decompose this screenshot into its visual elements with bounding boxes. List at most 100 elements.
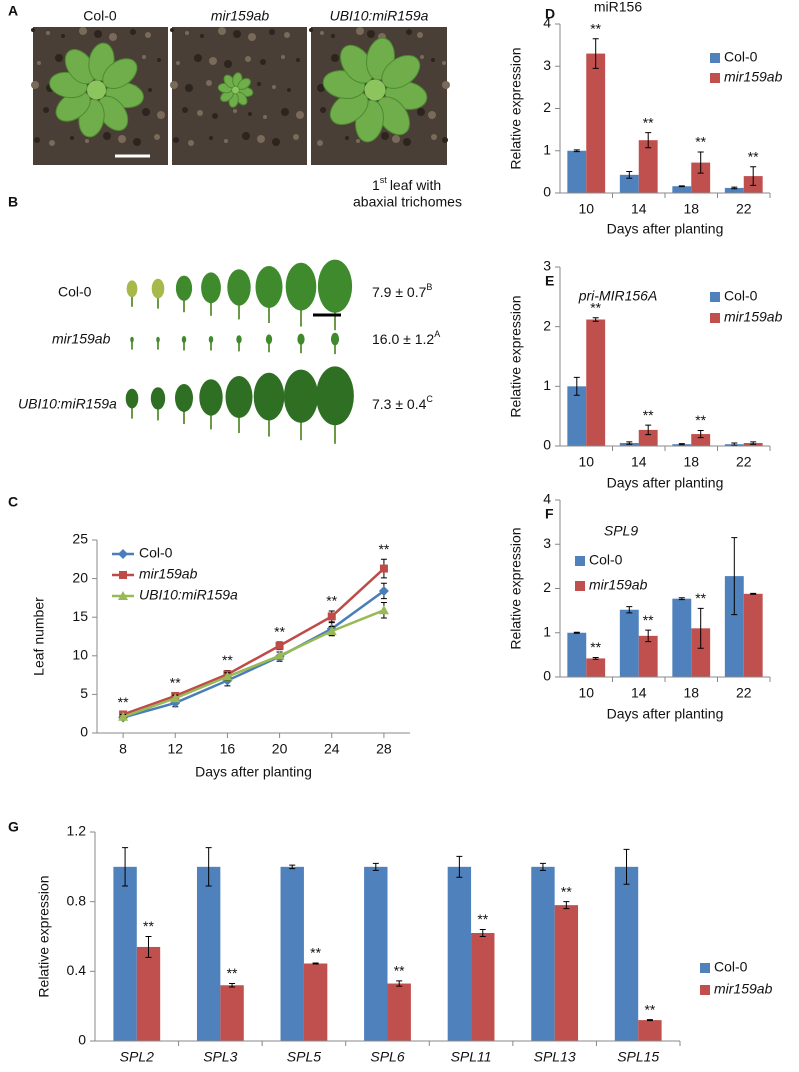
y-tick-label: 4	[543, 491, 551, 507]
x-axis-label: Days after planting	[607, 475, 724, 491]
error-bar	[645, 629, 652, 643]
x-tick-label: SPL15	[617, 1049, 659, 1065]
significance: **	[310, 945, 321, 961]
y-tick-label: 0	[78, 1032, 86, 1048]
leaf-header: 1st leaf with	[372, 175, 441, 192]
soil-grain	[245, 56, 251, 62]
legend-swatch	[710, 292, 720, 302]
error-bar	[626, 606, 633, 614]
y-tick-label: 2	[543, 99, 551, 115]
leaf	[181, 336, 187, 343]
significance: **	[643, 114, 654, 130]
leaf	[316, 366, 354, 426]
soil-grain	[320, 107, 326, 113]
x-tick-label: 12	[167, 741, 183, 757]
error-bar	[731, 186, 738, 190]
panel-label: F	[545, 506, 554, 522]
soil-grain	[442, 137, 448, 143]
soil-grain	[320, 31, 324, 35]
soil-grain	[142, 55, 146, 59]
rosette-center	[232, 86, 239, 94]
bar	[638, 1020, 662, 1041]
soil-grain	[142, 108, 150, 116]
y-axis-label: Relative expression	[508, 47, 524, 169]
leaf	[265, 334, 273, 345]
leaf	[126, 280, 138, 298]
soil-grain	[296, 58, 300, 62]
soil-grain	[224, 139, 228, 143]
marker	[118, 711, 129, 721]
bar	[743, 593, 763, 677]
error-bar	[697, 151, 704, 174]
soil-grain	[224, 60, 232, 68]
header-suffix: st	[380, 175, 388, 185]
x-axis-label: Days after planting	[607, 221, 724, 237]
soil-grain	[272, 85, 276, 89]
bar	[364, 866, 388, 1041]
marker	[170, 693, 181, 703]
error-bar	[573, 376, 580, 396]
legend-label: Col-0	[714, 959, 748, 975]
error-bar	[731, 442, 738, 446]
soil-grain	[85, 139, 89, 143]
leaf	[330, 332, 340, 346]
bar	[567, 150, 587, 193]
error-bar	[289, 864, 296, 870]
error-bar	[626, 441, 633, 445]
legend-label: UBI10:miR159a	[139, 587, 238, 603]
row-mean-sd: 7.9 ± 0.7	[372, 284, 427, 300]
row-group: A	[434, 329, 440, 339]
leaf	[151, 278, 165, 299]
bar	[691, 628, 711, 677]
x-tick-label: 14	[631, 201, 647, 217]
soil-grain	[118, 135, 126, 143]
soil-grain	[431, 134, 437, 140]
soil-grain	[293, 134, 299, 140]
significance: **	[274, 624, 285, 640]
soil-grain	[392, 135, 400, 143]
marker	[118, 549, 128, 559]
error-bar	[678, 443, 685, 446]
bar	[638, 429, 658, 446]
significance: **	[695, 412, 706, 428]
bar	[113, 866, 137, 1041]
error-bar	[750, 592, 757, 595]
legend-label: mir159ab	[724, 69, 783, 85]
legend-label: Col-0	[724, 49, 758, 65]
soil-grain	[209, 57, 217, 65]
legend-label: Col-0	[724, 288, 758, 304]
soil-grain	[130, 29, 136, 35]
soil-grain	[309, 28, 313, 32]
soil-grain	[296, 111, 304, 119]
soil-grain	[55, 54, 63, 62]
error-bar	[563, 901, 570, 910]
row-value: 7.9 ± 0.7B	[372, 282, 432, 299]
series-line	[122, 567, 385, 716]
significance: **	[227, 965, 238, 981]
significance: **	[590, 20, 601, 36]
error-bar	[646, 1019, 653, 1022]
legend-swatch	[710, 313, 720, 323]
x-tick-label: SPL6	[370, 1049, 404, 1065]
panel-label: E	[545, 273, 554, 289]
bar	[567, 632, 587, 677]
x-tick-label: SPL5	[287, 1049, 321, 1065]
bar	[586, 53, 606, 194]
error-bar	[573, 631, 580, 634]
x-tick-label: 18	[683, 454, 699, 470]
error-bar	[145, 936, 152, 958]
y-axis-label: Relative expression	[508, 295, 524, 417]
soil-grain	[194, 54, 202, 62]
bar	[724, 187, 744, 193]
soil-grain	[281, 108, 289, 116]
y-tick-label: 0	[543, 668, 551, 684]
legend-swatch	[575, 581, 585, 591]
soil-grain	[170, 81, 178, 89]
legend-swatch	[710, 53, 720, 63]
soil-grain	[257, 82, 261, 86]
soil-grain	[103, 132, 111, 140]
legend-swatch	[575, 556, 585, 566]
significance: **	[695, 134, 706, 150]
row-mean-sd: 16.0 ± 1.2	[372, 331, 434, 347]
marker	[378, 605, 389, 615]
